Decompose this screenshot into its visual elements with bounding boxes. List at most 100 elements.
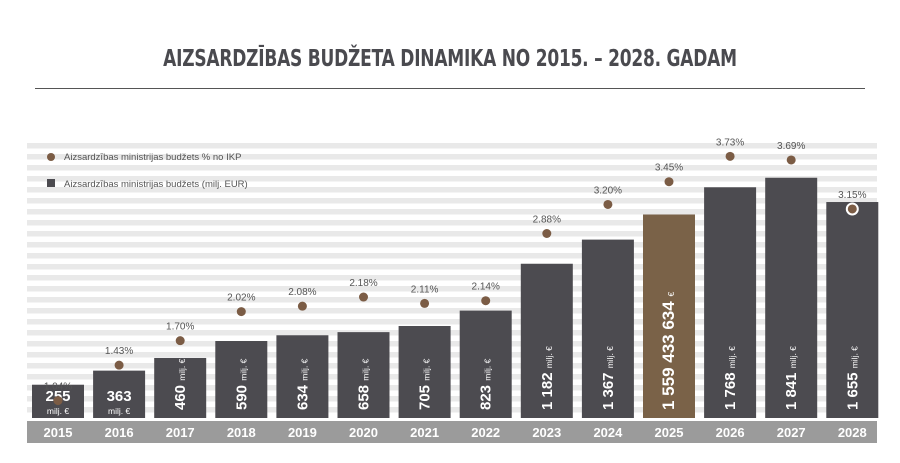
background-stripe: [27, 341, 877, 347]
x-axis-labels: 2015 2016 2017 2018 2019 2020 2021 2022 2023 2024…: [44, 425, 867, 440]
gdp-percent-label: 2.14%: [472, 282, 500, 293]
bar-2026: [704, 187, 757, 418]
bar-2027: [765, 177, 818, 418]
gdp-percent-label: 2.11%: [411, 284, 439, 295]
gdp-dot-2024: [603, 199, 613, 209]
x-tick-label: 2018: [227, 425, 256, 440]
background-stripe: [27, 297, 877, 303]
gdp-dot-2016: [114, 360, 124, 370]
bar-value-label: 1 559 433 634 €: [659, 292, 678, 410]
bar-unit-label: milj. €: [238, 358, 248, 380]
bar-2020: [337, 332, 390, 418]
background-stripe: [27, 352, 877, 358]
bar-2022: [459, 310, 512, 418]
bar-unit-label: milj. €: [849, 346, 859, 368]
background-stripes: [27, 143, 877, 413]
bar-unit-label: milj. €: [422, 358, 432, 380]
bar-2019: [276, 335, 329, 418]
gdp-percent-label: 1.43%: [105, 346, 133, 357]
bar-2016: [93, 370, 146, 418]
background-stripe: [27, 220, 877, 226]
x-tick-label: 2025: [655, 425, 684, 440]
background-stripe: [27, 198, 877, 204]
bar-2024: [581, 239, 634, 418]
gdp-percent-label: 2.18%: [349, 278, 377, 289]
bar-unit-label: milj. €: [299, 358, 309, 380]
background-stripe: [27, 275, 877, 281]
bar-2021: [398, 325, 451, 418]
background-stripe: [27, 286, 877, 292]
gdp-dot-2018: [236, 307, 246, 317]
gdp-percent-label: 3.69%: [777, 141, 805, 152]
x-tick-label: 2026: [716, 425, 745, 440]
background-stripe: [27, 242, 877, 248]
background-stripe: [27, 187, 877, 193]
background-stripe: [27, 264, 877, 270]
legend: Aizsardzības ministrijas budžets % no IK…: [47, 152, 248, 190]
x-tick-label: 2027: [777, 425, 806, 440]
background-stripe: [27, 407, 877, 413]
x-tick-label: 2017: [166, 425, 195, 440]
gdp-dot-2023: [542, 228, 552, 238]
bar-value-label: 1 655 milj. €: [844, 346, 861, 410]
bar-value-label: 1 841 milj. €: [783, 346, 800, 410]
gdp-dot-2017: [175, 336, 185, 346]
x-tick-label: 2020: [349, 425, 378, 440]
legend-label-gdp: Aizsardzības ministrijas budžets % no IK…: [64, 152, 241, 163]
legend-square-marker: [47, 179, 55, 187]
x-tick-label: 2024: [593, 425, 623, 440]
background-stripe: [27, 374, 877, 380]
bar-value-label: 1 182 milj. €: [539, 346, 556, 410]
bar-value-label: 658 milj. €: [356, 358, 373, 410]
bar-2018: [215, 341, 268, 418]
bar-unit-label: €: [666, 292, 676, 297]
background-stripe: [27, 165, 877, 171]
bar-unit-label: milj. €: [605, 346, 615, 368]
bar-value-label: 705 milj. €: [417, 358, 434, 410]
gdp-dot-2027: [786, 155, 796, 165]
bar-value-label: 1 768 milj. €: [722, 346, 739, 410]
bar-value-label: 363: [107, 388, 132, 405]
bar-2017: [154, 357, 207, 418]
bar-unit-label: milj. €: [361, 358, 371, 380]
background-stripe: [27, 396, 877, 402]
bar-unit-label: milj. €: [47, 406, 69, 416]
background-stripe: [27, 308, 877, 314]
bar-unit-label: milj. €: [544, 346, 554, 368]
x-tick-label: 2028: [838, 425, 867, 440]
gdp-dots: 1.04% 1.43% 1.70% 2.02% 2.08% 2.18% 2.11% 2.14%…: [44, 137, 867, 406]
bar-value-label: 1 367 milj. €: [600, 346, 617, 410]
x-axis-band: [27, 421, 877, 443]
bar-2028: [826, 202, 879, 418]
x-tick-label: 2022: [471, 425, 500, 440]
legend-dot-marker: [47, 153, 55, 161]
background-stripe: [27, 319, 877, 325]
bar-value-label: 634 milj. €: [294, 358, 311, 410]
gdp-dot-2021: [420, 298, 430, 308]
gdp-percent-label: 3.20%: [594, 185, 622, 196]
x-tick-label: 2015: [44, 425, 73, 440]
gdp-dot-2022: [481, 296, 491, 306]
bar-2023: [520, 263, 573, 418]
gdp-percent-label: 1.70%: [166, 322, 194, 333]
chart-title: AIZSARDZĪBAS BUDŽETA DINAMIKA NO 2015. –…: [163, 46, 737, 72]
gdp-percent-label: 3.73%: [716, 137, 744, 148]
bar-unit-label: milj. €: [727, 346, 737, 368]
bar-unit-label: milj. €: [108, 406, 130, 416]
gdp-percent-label: 3.45%: [655, 163, 683, 174]
bar-value-label: 460 milj. €: [172, 358, 189, 410]
x-tick-label: 2016: [105, 425, 134, 440]
gdp-dot-2025: [664, 177, 674, 187]
gdp-percent-label: 2.02%: [227, 293, 255, 304]
bar-2025: [643, 214, 695, 418]
background-stripe: [27, 176, 877, 182]
background-stripe: [27, 154, 877, 160]
bar-unit-label: milj. €: [177, 358, 187, 380]
background-stripe: [27, 143, 877, 149]
background-stripe: [27, 231, 877, 237]
legend-label-budget: Aizsardzības ministrijas budžets (milj. …: [64, 179, 248, 190]
x-tick-label: 2021: [410, 425, 439, 440]
gdp-dot-2019: [297, 301, 307, 311]
